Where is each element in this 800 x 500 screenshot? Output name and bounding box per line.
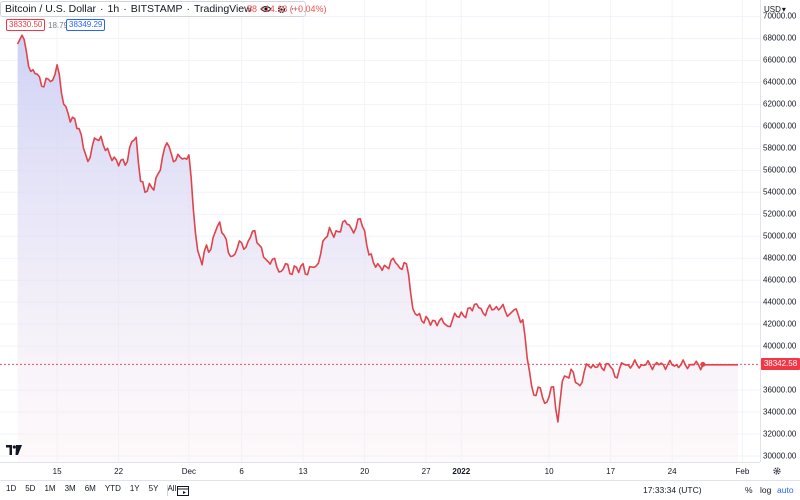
legend-separator: ·	[123, 3, 127, 15]
more-icon[interactable]: ⋯	[290, 3, 301, 15]
tradingview-logo-icon[interactable]	[6, 444, 22, 456]
last-price-point	[700, 361, 706, 367]
chevron-down-icon: ▾	[781, 5, 786, 14]
price-tick-label: 46000.00	[763, 275, 797, 285]
gear-icon[interactable]	[276, 4, 287, 15]
range-5y-button[interactable]: 5Y	[148, 484, 159, 493]
price-axis[interactable]	[760, 0, 800, 462]
price-chart[interactable]	[0, 0, 760, 462]
time-tick-label: 2022	[452, 467, 471, 476]
chart-area[interactable]: Bitcoin / U.S. Dollar · 1h · BITSTAMP · …	[0, 0, 760, 462]
time-tick-label: 17	[606, 467, 616, 476]
eye-icon[interactable]	[260, 3, 272, 15]
price-tick-label: 34000.00	[763, 407, 797, 417]
price-tick-label: 62000.00	[763, 99, 797, 109]
price-tick-label: 40000.00	[763, 341, 797, 351]
ohlc-values: 58 +14.18 (+0.04%)	[247, 4, 327, 14]
range-6m-button[interactable]: 6M	[84, 484, 96, 493]
price-tick-label: 64000.00	[763, 77, 797, 87]
price-tick-label: 60000.00	[763, 121, 797, 131]
range-1m-button[interactable]: 1M	[44, 484, 56, 493]
last-price-label: 38342.58	[761, 358, 800, 371]
toolbar-divider	[167, 485, 168, 496]
price-area-fill	[17, 35, 739, 462]
time-axis[interactable]: 15 22 Dec 6 13 20 27 2022 10 17 24 Feb	[0, 462, 760, 480]
price-tick-label: 50000.00	[763, 231, 797, 241]
range-buttons: 1D 5D 1M 3M 6M YTD 1Y 5Y All	[6, 484, 176, 493]
bottom-toolbar: 1D 5D 1M 3M 6M YTD 1Y 5Y All 17:33:34 (U…	[0, 480, 800, 500]
exchange-label: BITSTAMP	[130, 3, 183, 15]
utc-clock[interactable]: 17:33:34 (UTC)	[643, 485, 702, 495]
price-tick-label: 42000.00	[763, 319, 797, 329]
goto-date-icon[interactable]	[177, 485, 189, 496]
price-tick-label: 56000.00	[763, 165, 797, 175]
price-tick-label: 30000.00	[763, 451, 797, 461]
time-tick-label: 24	[667, 467, 677, 476]
buy-price-button[interactable]: 38349.29	[66, 19, 106, 31]
price-tick-label: 66000.00	[763, 55, 797, 65]
range-1d-button[interactable]: 1D	[6, 484, 17, 493]
log-scale-button[interactable]: log	[760, 485, 772, 495]
range-1y-button[interactable]: 1Y	[129, 484, 140, 493]
price-tick-label: 52000.00	[763, 209, 797, 219]
time-tick-label: 20	[360, 467, 370, 476]
range-5d-button[interactable]: 5D	[25, 484, 36, 493]
sell-price-button[interactable]: 38330.50	[6, 19, 46, 31]
spread-label: 18.79	[48, 21, 69, 30]
time-tick-label: 6	[239, 467, 244, 476]
time-tick-label: Dec	[181, 467, 197, 476]
legend-separator: ·	[186, 3, 190, 15]
time-tick-label: 10	[544, 467, 554, 476]
price-tick-label: 48000.00	[763, 253, 797, 263]
settings-gear-icon[interactable]	[772, 466, 782, 476]
range-3m-button[interactable]: 3M	[64, 484, 76, 493]
interval-label[interactable]: 1h	[107, 3, 120, 15]
price-tick-label: 36000.00	[763, 385, 797, 395]
currency-dropdown[interactable]: USD ▾	[764, 5, 786, 14]
auto-scale-button[interactable]: auto	[777, 485, 794, 495]
percent-scale-button[interactable]: %	[745, 485, 753, 495]
price-tick-label: 54000.00	[763, 187, 797, 197]
price-tick-label: 44000.00	[763, 297, 797, 307]
time-tick-label: 22	[114, 467, 124, 476]
legend-separator: ·	[100, 3, 104, 15]
time-tick-label: 13	[298, 467, 308, 476]
price-tick-label: 70000.00	[763, 11, 797, 21]
price-tick-label: 68000.00	[763, 33, 797, 43]
currency-label: USD	[764, 5, 781, 14]
range-ytd-button[interactable]: YTD	[104, 484, 121, 493]
time-tick-label: Feb	[735, 467, 750, 476]
source-label: TradingView	[193, 3, 252, 15]
price-line	[16, 34, 738, 423]
price-tick-label: 58000.00	[763, 143, 797, 153]
symbol-legend[interactable]: Bitcoin / U.S. Dollar · 1h · BITSTAMP · …	[0, 1, 306, 17]
price-tick-label: 32000.00	[763, 429, 797, 439]
time-tick-label: 27	[421, 467, 431, 476]
time-tick-label: 15	[52, 467, 62, 476]
symbol-name[interactable]: Bitcoin / U.S. Dollar	[5, 3, 97, 15]
range-all-button[interactable]: All	[167, 484, 177, 493]
